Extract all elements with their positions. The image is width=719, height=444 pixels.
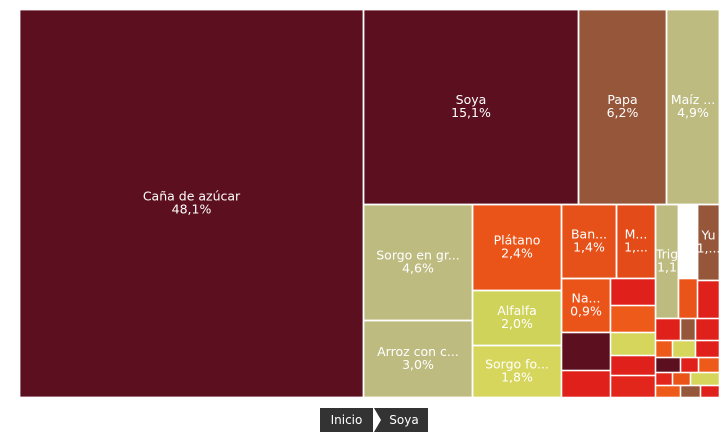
tile [678,278,698,319]
tile-name: Sorgo fo... [485,357,549,372]
tile [610,375,656,398]
tile [690,372,719,386]
tile-name: Soya [456,92,487,107]
tile-label: Maíz ...4,9% [671,92,715,120]
tile[interactable] [666,9,719,205]
tile[interactable] [472,290,562,346]
tile[interactable] [561,278,611,333]
tile-label: Na...0,9% [570,291,602,319]
tile [655,318,681,341]
tile-value: 15,1% [451,105,491,120]
tile-value: 1,4% [573,240,605,255]
tile[interactable] [578,9,667,205]
tile [655,372,673,386]
tile [695,340,719,358]
breadcrumb-label[interactable]: Inicio [331,413,363,427]
tile [695,318,719,341]
tile-name: Sorgo en gr... [376,248,460,263]
tile-name: Alfalfa [497,303,537,318]
tile [561,332,611,371]
tile-value: 2,0% [501,316,533,331]
tile-value: 4,6% [402,261,434,276]
tile [697,280,719,319]
tile [680,385,701,398]
tile-value: 4,9% [677,105,709,120]
tile-name: Ban... [571,227,607,242]
tile-value: 1,1 [657,260,677,275]
tile[interactable] [561,204,617,279]
tile[interactable] [363,204,473,321]
tile-name: Maíz ... [671,92,715,107]
tile-name: Na... [572,291,601,306]
tile[interactable] [616,204,656,279]
breadcrumb-button[interactable] [374,408,428,432]
tile[interactable] [697,204,719,281]
tile-value: 1,... [624,240,648,255]
tile-value: 1,8% [501,370,533,385]
tile [655,385,681,398]
breadcrumb-label[interactable]: Soya [389,413,418,427]
tile[interactable] [472,345,562,398]
tile [700,385,719,398]
tile-name: Papa [607,92,637,107]
tile [655,340,673,358]
tile-value: 1,... [697,241,719,256]
tile[interactable] [19,9,364,398]
tile[interactable] [655,204,679,319]
tile-value: 6,2% [607,105,639,120]
tile-name: Plátano [494,233,541,248]
tile-label: M...1,... [624,227,648,255]
breadcrumb-button[interactable] [320,408,373,432]
tile [610,305,656,333]
tile-value: 0,9% [570,304,602,319]
tile [672,340,696,358]
tile-name: Trig [655,247,678,262]
tile[interactable] [472,204,562,291]
tile-label: Arroz con c...3,0% [377,344,459,372]
tile-label: Sorgo fo...1,8% [485,357,549,385]
tile-value: 48,1% [172,202,212,217]
tile [610,355,656,376]
tile [561,370,611,398]
tile-name: Arroz con c... [377,344,459,359]
tile[interactable] [363,9,579,205]
tile [698,357,719,373]
tile-name: M... [625,227,648,242]
tile [680,318,696,341]
tile-value: 3,0% [402,357,434,372]
tile[interactable] [363,320,473,398]
tile [680,357,699,373]
tile [610,332,656,356]
tile [610,278,656,306]
tile-name: Caña de azúcar [143,189,241,204]
tile-label: Sorgo en gr...4,6% [376,248,460,276]
tile-name: Yu [700,228,715,243]
tile [655,357,681,373]
tile-label: Ban...1,4% [571,227,607,255]
tile [672,372,691,386]
tile-value: 2,4% [501,246,533,261]
tile-label: Yu1,... [697,228,719,256]
